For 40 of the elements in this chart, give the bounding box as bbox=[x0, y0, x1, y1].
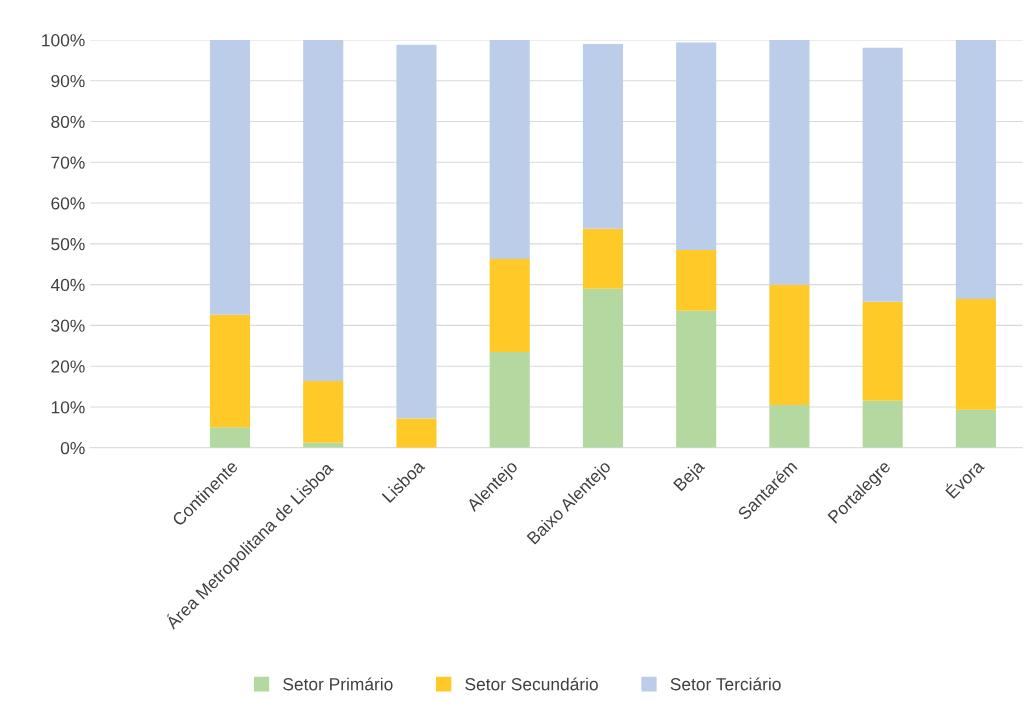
y-tick-label: 0% bbox=[60, 441, 85, 455]
bar bbox=[209, 314, 251, 428]
bar bbox=[396, 418, 437, 448]
y-tick-label: 40% bbox=[50, 278, 85, 292]
bar bbox=[582, 44, 623, 229]
bar bbox=[955, 39, 996, 299]
bar bbox=[582, 288, 623, 448]
y-tick-label: 60% bbox=[51, 197, 85, 210]
y-tick-label: 70% bbox=[51, 156, 85, 169]
bar bbox=[955, 298, 996, 410]
y-tick-label: 90% bbox=[51, 74, 85, 88]
bar bbox=[862, 47, 903, 302]
y-tick-label: 10% bbox=[51, 401, 85, 414]
bar bbox=[862, 301, 903, 401]
legend-label: Setor Terciário bbox=[670, 677, 781, 691]
bar bbox=[303, 380, 344, 443]
bar bbox=[862, 400, 903, 448]
bar bbox=[489, 39, 530, 259]
legend-label: Setor Primário bbox=[283, 677, 393, 691]
legend-label: Setor Secundário bbox=[465, 677, 598, 691]
bar bbox=[676, 42, 717, 250]
y-tick-label: 20% bbox=[51, 360, 85, 373]
bar bbox=[489, 258, 530, 352]
bar bbox=[209, 39, 251, 315]
y-tick-label: 100% bbox=[42, 34, 85, 47]
bar bbox=[303, 39, 344, 381]
y-tick-label: 30% bbox=[51, 319, 85, 332]
bar bbox=[582, 228, 623, 289]
bar bbox=[769, 404, 810, 448]
bar bbox=[955, 409, 996, 448]
bar bbox=[769, 39, 810, 285]
bar bbox=[209, 427, 251, 448]
bar bbox=[676, 249, 717, 311]
bar bbox=[396, 44, 437, 419]
bar bbox=[769, 284, 810, 405]
y-tick-label: 50% bbox=[51, 238, 85, 251]
bar bbox=[489, 351, 530, 448]
bar bbox=[676, 310, 717, 448]
y-tick-label: 80% bbox=[51, 115, 85, 128]
x-tick-label: Beja bbox=[672, 458, 708, 494]
